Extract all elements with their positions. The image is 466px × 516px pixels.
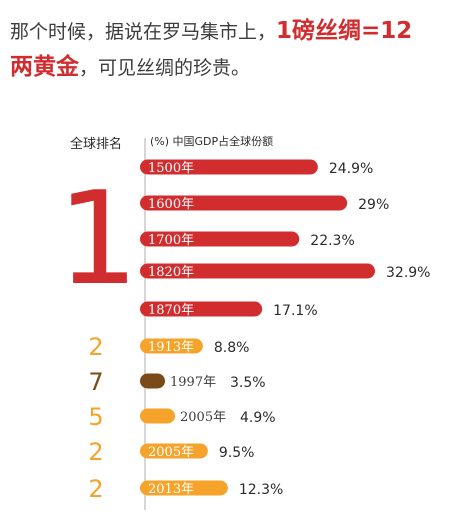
year-label-4: 1870年 bbox=[148, 303, 194, 318]
bar-0 bbox=[140, 159, 318, 175]
value-label-5: 8.8% bbox=[214, 340, 250, 356]
headline-line-2: 两黄金，可见丝绸的珍贵。 bbox=[10, 50, 460, 86]
headline-highlight-1: 1磅丝绸=12 bbox=[276, 18, 413, 44]
bar-7 bbox=[140, 408, 175, 424]
value-label-4: 17.1% bbox=[273, 303, 317, 319]
bar-3 bbox=[140, 263, 375, 279]
year-label-2: 1700年 bbox=[148, 233, 194, 248]
value-label-6: 3.5% bbox=[230, 375, 266, 391]
rank-number-8: 2 bbox=[88, 438, 103, 466]
rank-shared-number: 1 bbox=[57, 165, 138, 314]
bar-9 bbox=[140, 480, 228, 496]
value-label-9: 12.3% bbox=[239, 482, 283, 498]
rank-header: 全球排名 bbox=[70, 136, 122, 152]
year-label-0: 1500年 bbox=[148, 161, 194, 176]
bar-1 bbox=[140, 195, 348, 211]
bar-6 bbox=[140, 373, 165, 389]
year-label-6: 1997年 bbox=[170, 375, 216, 390]
bar-8 bbox=[140, 443, 208, 459]
bar-5 bbox=[140, 338, 203, 354]
value-label-3: 32.9% bbox=[386, 265, 430, 281]
year-label-1: 1600年 bbox=[148, 197, 194, 212]
year-label-7: 2005年 bbox=[180, 410, 226, 425]
value-label-7: 4.9% bbox=[240, 410, 276, 426]
headline-text-2: ，可见丝绸的珍贵。 bbox=[79, 57, 251, 79]
rank-number-9: 2 bbox=[88, 475, 103, 503]
value-header: (%) 中国GDP占全球份额 bbox=[150, 134, 273, 148]
headline-highlight-2: 两黄金 bbox=[10, 54, 79, 80]
year-label-9: 2013年 bbox=[148, 482, 194, 497]
bar-4 bbox=[140, 301, 263, 317]
headline-text-1: 那个时候，据说在罗马集市上， bbox=[10, 21, 277, 43]
value-label-2: 22.3% bbox=[310, 233, 354, 249]
headline: 那个时候，据说在罗马集市上，1磅丝绸=12 两黄金，可见丝绸的珍贵。 bbox=[10, 14, 460, 86]
bar-2 bbox=[140, 231, 300, 247]
year-label-5: 1913年 bbox=[148, 340, 194, 355]
headline-line-1: 那个时候，据说在罗马集市上，1磅丝绸=12 bbox=[10, 14, 460, 50]
value-label-8: 9.5% bbox=[219, 445, 255, 461]
value-label-1: 29% bbox=[358, 197, 389, 213]
value-label-0: 24.9% bbox=[329, 161, 373, 177]
rank-number-5: 2 bbox=[88, 333, 103, 361]
year-label-8: 2005年 bbox=[148, 445, 194, 460]
rank-number-6: 7 bbox=[88, 368, 103, 396]
rank-number-7: 5 bbox=[88, 403, 103, 431]
year-label-3: 1820年 bbox=[148, 265, 194, 280]
